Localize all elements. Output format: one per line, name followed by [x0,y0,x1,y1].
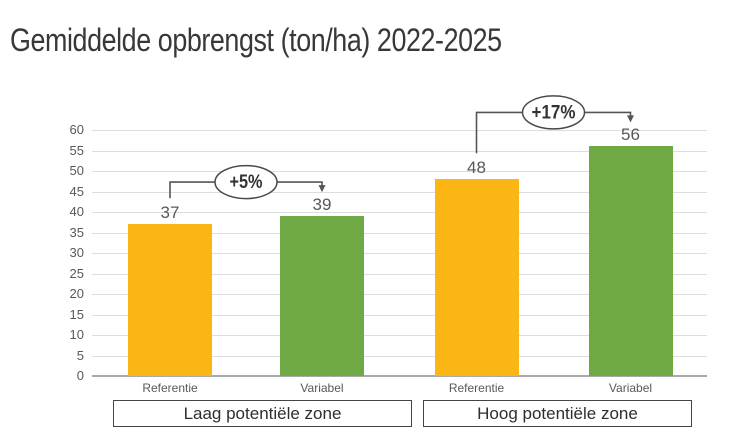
x-axis-label-1: Variabel [300,381,344,395]
y-tick-label-5: 5 [76,347,84,363]
y-tick-label-25: 25 [69,265,84,281]
y-tick-label-40: 40 [69,204,84,219]
gridline-15 [92,314,707,316]
x-axis-label-0: Referentie [142,381,198,395]
zone-box-laag-potentiele-zone: Laag potentiële zone [113,400,412,427]
y-tick-label-10: 10 [69,327,84,342]
gridline-55 [92,150,707,152]
y-tick-label-0: 0 [76,368,84,383]
annotation-connector-right [277,181,323,187]
gridline-45 [92,191,707,193]
y-tick-label-50: 50 [69,163,84,178]
annotation-label: +17% [532,102,576,123]
y-tick-label-55: 55 [69,142,84,158]
x-axis-baseline [92,375,707,377]
bar-value-label: 37 [160,203,180,223]
zone-box-hoog-potentiele-zone: Hoog potentiële zone [423,400,692,427]
y-tick-label-15: 15 [69,306,84,322]
x-axis-label-3: Variabel [608,381,653,395]
annotation-connector-right [584,111,632,117]
annotation-connector-left [169,181,215,199]
bar-variabel-laag [280,216,364,376]
gridline-20 [92,294,707,295]
y-tick-label-35: 35 [69,224,84,240]
gridline-30 [92,253,707,254]
gridline-60 [92,130,707,131]
zone-label: Laag potentiële zone [183,403,342,423]
annotation-connector-left [475,111,523,154]
gridline-35 [92,232,707,234]
bar-value-label: 48 [467,158,486,178]
annotation-label: +5% [230,172,263,193]
y-tick-label-30: 30 [69,245,84,260]
annotation-ellipse [521,95,586,130]
bar-variabel-hoog [588,146,673,376]
bar-value-label: 56 [621,125,640,145]
gridline-5 [92,355,707,357]
bar-referentie-laag [128,224,212,376]
y-tick-label-20: 20 [69,286,84,301]
bar-value-label: 39 [312,195,332,215]
gridline-50 [92,171,707,172]
zone-label: Hoog potentiële zone [477,403,638,423]
gridline-25 [92,273,707,275]
chart-title: Gemiddelde opbrengst (ton/ha) 2022-2025 [10,22,502,58]
gridline-40 [92,212,707,213]
y-tick-label-45: 45 [69,183,84,199]
bar-referentie-hoog [434,179,519,376]
x-axis-label-2: Referentie [448,381,505,395]
gridline-10 [92,335,707,336]
annotation-arrowhead-down [627,115,634,123]
y-tick-label-60: 60 [69,122,84,137]
